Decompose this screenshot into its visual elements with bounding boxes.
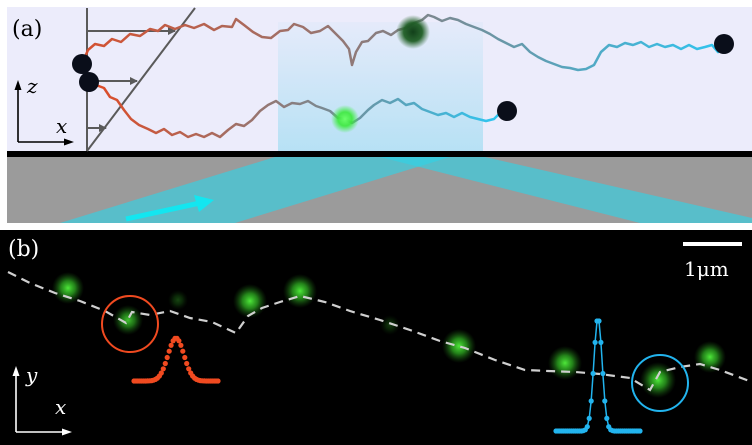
profile-point	[586, 415, 592, 421]
panel-label-b: (b)	[8, 237, 39, 262]
particle-start-lower	[79, 72, 99, 92]
profile-point	[168, 342, 174, 348]
spot	[168, 290, 188, 310]
laser-arrow	[125, 200, 201, 222]
spot	[113, 305, 143, 335]
trajectory-near	[87, 79, 507, 139]
light-sheet	[278, 22, 483, 157]
fluorescent-particle-bright	[331, 105, 359, 133]
spot	[548, 346, 582, 380]
profile-point	[166, 348, 172, 354]
axes-zx: z x	[14, 74, 74, 146]
axes-yx: y x	[12, 363, 72, 436]
fluorescent-particle-dim	[396, 15, 430, 49]
profile-point	[604, 415, 610, 421]
highlight-circle-left	[101, 295, 159, 353]
particle-end-far	[714, 34, 734, 54]
laser-beam-incident	[60, 157, 450, 223]
profile-point	[184, 360, 190, 367]
profile-point	[602, 398, 608, 404]
intensity-profile-left	[131, 335, 221, 384]
panel-label-a: (a)	[12, 17, 42, 42]
reconstructed-path	[7, 271, 752, 392]
spot	[640, 362, 676, 398]
axis-label-x-bottom: x	[55, 395, 66, 419]
profile-point	[592, 339, 598, 345]
panel-b-background	[0, 230, 752, 445]
profile-point	[598, 339, 604, 345]
profile-point	[178, 342, 184, 348]
axis-label-z: z	[26, 74, 38, 98]
surface	[7, 151, 752, 157]
laser-arrow-head	[194, 195, 214, 212]
profile-point	[160, 366, 166, 372]
spot	[233, 284, 267, 318]
intensity-profile-right	[553, 318, 643, 434]
scale-bar-label: 1μm	[684, 257, 729, 281]
spot	[52, 272, 84, 304]
panel-b: 1μm y x (b)	[0, 230, 752, 445]
profile-point	[215, 378, 221, 384]
profile-point	[158, 370, 164, 376]
spot	[694, 341, 726, 373]
highlight-circle-right	[631, 354, 689, 412]
axis-label-x-top: x	[56, 114, 67, 138]
spot	[442, 329, 476, 363]
laser-beam-reflected	[380, 157, 752, 223]
profile-point	[584, 424, 590, 430]
profile-point	[596, 318, 602, 324]
spot	[283, 274, 317, 308]
panel-a: z x (a)	[7, 7, 752, 223]
profile-point	[637, 428, 643, 434]
profile-point	[590, 370, 596, 377]
profile-point	[162, 360, 168, 367]
profile-point	[164, 354, 170, 361]
profile-point	[588, 398, 594, 404]
profile-point	[182, 354, 188, 361]
profile-point	[600, 370, 606, 377]
profile-point	[176, 338, 182, 344]
particle-end-near	[497, 101, 517, 121]
axis-label-y: y	[25, 363, 38, 387]
spot	[380, 315, 400, 335]
particle-start-upper	[72, 54, 92, 74]
profile-point	[186, 366, 192, 372]
profile-point	[180, 348, 186, 354]
